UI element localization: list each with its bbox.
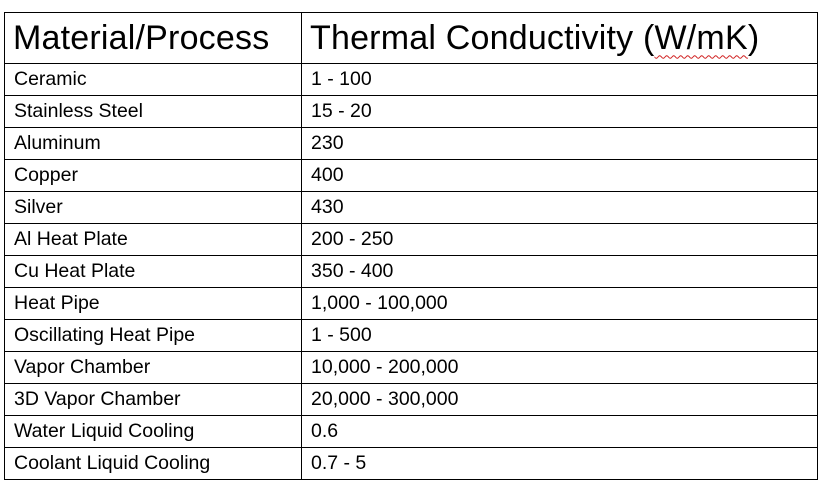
header-conductivity-suffix: ) bbox=[747, 18, 760, 57]
material-cell: Silver bbox=[4, 191, 302, 224]
table-row: Al Heat Plate 200 - 250 bbox=[4, 223, 818, 256]
table-row: Ceramic 1 - 100 bbox=[4, 63, 818, 96]
material-cell: Water Liquid Cooling bbox=[4, 415, 302, 448]
table-row: Stainless Steel 15 - 20 bbox=[4, 95, 818, 128]
conductivity-cell: 10,000 - 200,000 bbox=[301, 351, 818, 384]
conductivity-cell: 430 bbox=[301, 191, 818, 224]
material-cell: Oscillating Heat Pipe bbox=[4, 319, 302, 352]
conductivity-cell: 15 - 20 bbox=[301, 95, 818, 128]
table-row: Silver 430 bbox=[4, 191, 818, 224]
material-cell: Al Heat Plate bbox=[4, 223, 302, 256]
table-row: Coolant Liquid Cooling 0.7 - 5 bbox=[4, 447, 818, 480]
conductivity-cell: 230 bbox=[301, 127, 818, 160]
table-row: Aluminum 230 bbox=[4, 127, 818, 160]
header-conductivity-unit: W/mK bbox=[654, 18, 748, 57]
table-row: 3D Vapor Chamber 20,000 - 300,000 bbox=[4, 383, 818, 416]
material-cell: Aluminum bbox=[4, 127, 302, 160]
material-cell: Coolant Liquid Cooling bbox=[4, 447, 302, 480]
header-conductivity-prefix: Thermal Conductivity ( bbox=[310, 18, 655, 57]
thermal-conductivity-table-container: Material/Process Thermal Conductivity (W… bbox=[4, 12, 818, 480]
material-cell: Stainless Steel bbox=[4, 95, 302, 128]
header-thermal-conductivity: Thermal Conductivity (W/mK) bbox=[301, 12, 818, 64]
material-cell: Vapor Chamber bbox=[4, 351, 302, 384]
header-row: Material/Process Thermal Conductivity (W… bbox=[4, 12, 818, 64]
table-row: Heat Pipe 1,000 - 100,000 bbox=[4, 287, 818, 320]
conductivity-cell: 0.6 bbox=[301, 415, 818, 448]
conductivity-cell: 200 - 250 bbox=[301, 223, 818, 256]
conductivity-cell: 1 - 500 bbox=[301, 319, 818, 352]
conductivity-cell: 0.7 - 5 bbox=[301, 447, 818, 480]
conductivity-cell: 20,000 - 300,000 bbox=[301, 383, 818, 416]
material-cell: Copper bbox=[4, 159, 302, 192]
material-cell: Heat Pipe bbox=[4, 287, 302, 320]
table-row: Oscillating Heat Pipe 1 - 500 bbox=[4, 319, 818, 352]
table-row: Vapor Chamber 10,000 - 200,000 bbox=[4, 351, 818, 384]
header-material-process: Material/Process bbox=[4, 12, 302, 64]
table-row: Cu Heat Plate 350 - 400 bbox=[4, 255, 818, 288]
conductivity-cell: 400 bbox=[301, 159, 818, 192]
material-cell: Ceramic bbox=[4, 63, 302, 96]
conductivity-cell: 1 - 100 bbox=[301, 63, 818, 96]
conductivity-cell: 1,000 - 100,000 bbox=[301, 287, 818, 320]
thermal-conductivity-table: Material/Process Thermal Conductivity (W… bbox=[4, 12, 818, 480]
material-cell: 3D Vapor Chamber bbox=[4, 383, 302, 416]
conductivity-cell: 350 - 400 bbox=[301, 255, 818, 288]
table-row: Copper 400 bbox=[4, 159, 818, 192]
material-cell: Cu Heat Plate bbox=[4, 255, 302, 288]
table-row: Water Liquid Cooling 0.6 bbox=[4, 415, 818, 448]
